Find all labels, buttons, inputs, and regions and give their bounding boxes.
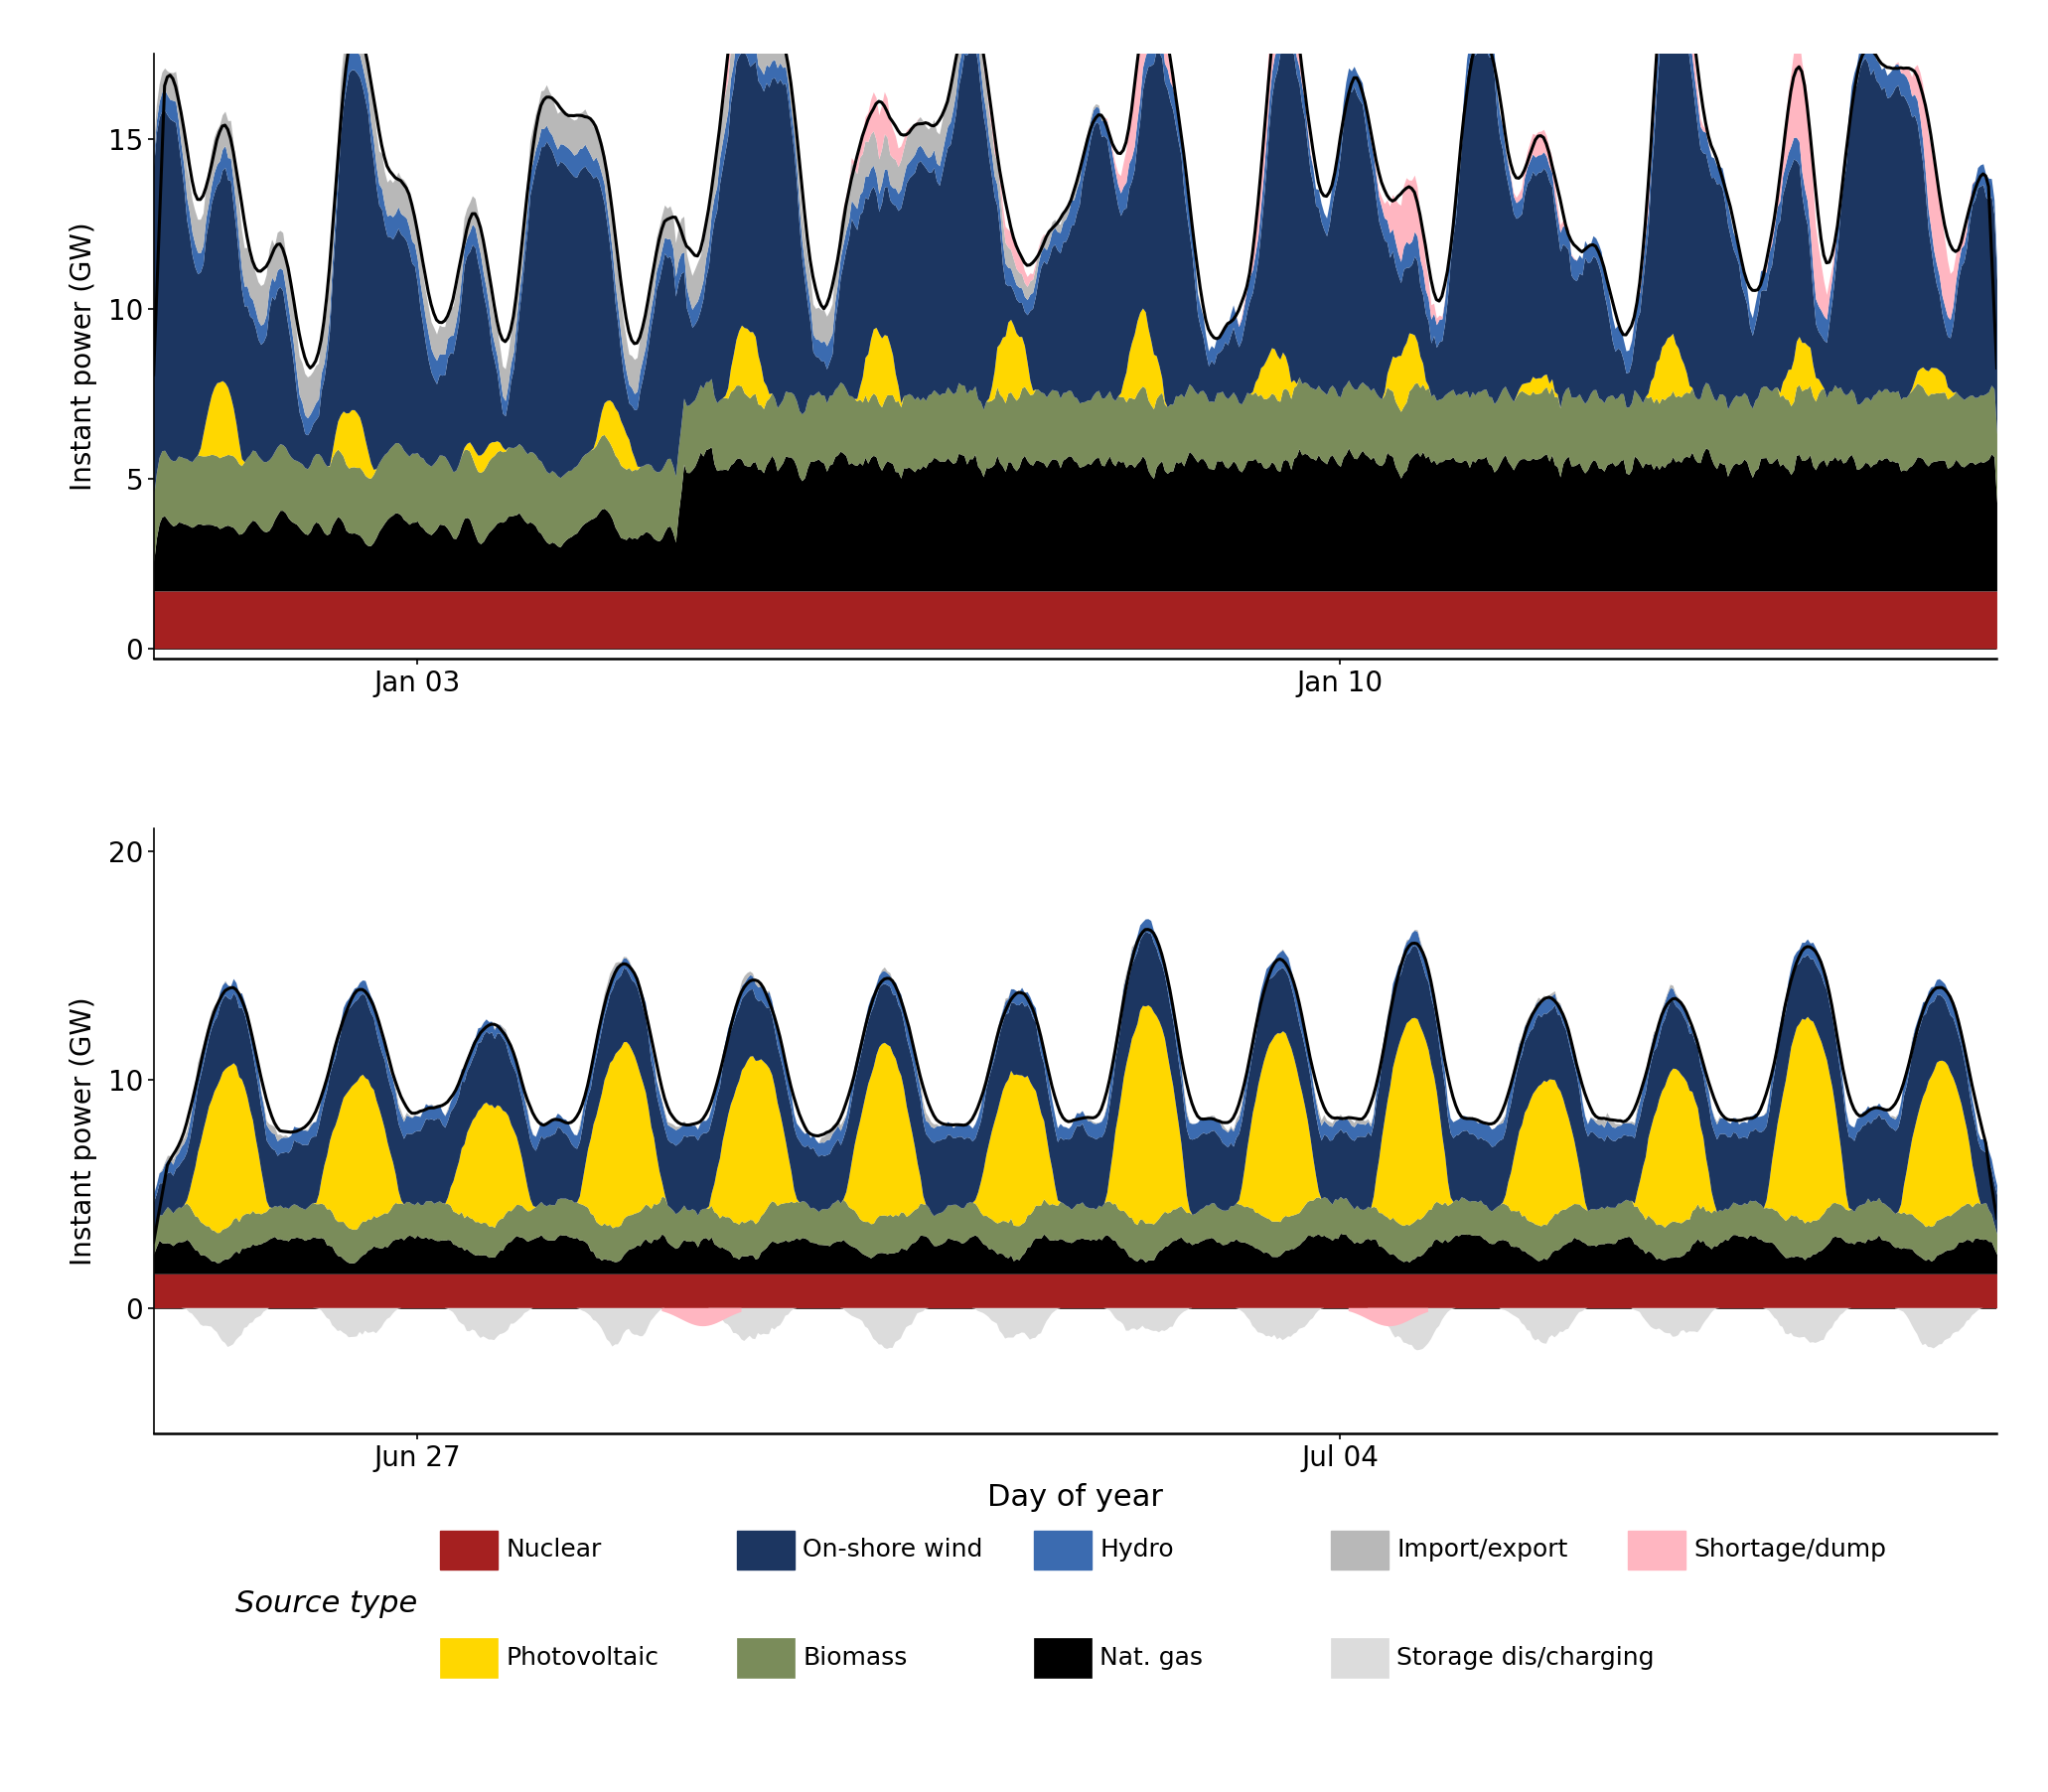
Text: Storage dis/charging: Storage dis/charging xyxy=(1397,1645,1655,1670)
X-axis label: Day of year: Day of year xyxy=(987,1482,1163,1512)
Text: Source type: Source type xyxy=(236,1590,418,1618)
Y-axis label: Instant power (GW): Instant power (GW) xyxy=(70,996,96,1265)
Text: Photovoltaic: Photovoltaic xyxy=(506,1645,659,1670)
Text: Import/export: Import/export xyxy=(1397,1538,1569,1563)
Text: Nuclear: Nuclear xyxy=(506,1538,602,1563)
Text: On-shore wind: On-shore wind xyxy=(803,1538,983,1563)
Y-axis label: Instant power (GW): Instant power (GW) xyxy=(70,222,96,491)
Text: Shortage/dump: Shortage/dump xyxy=(1694,1538,1886,1563)
Text: Hydro: Hydro xyxy=(1100,1538,1174,1563)
Text: Nat. gas: Nat. gas xyxy=(1100,1645,1202,1670)
Text: Biomass: Biomass xyxy=(803,1645,907,1670)
